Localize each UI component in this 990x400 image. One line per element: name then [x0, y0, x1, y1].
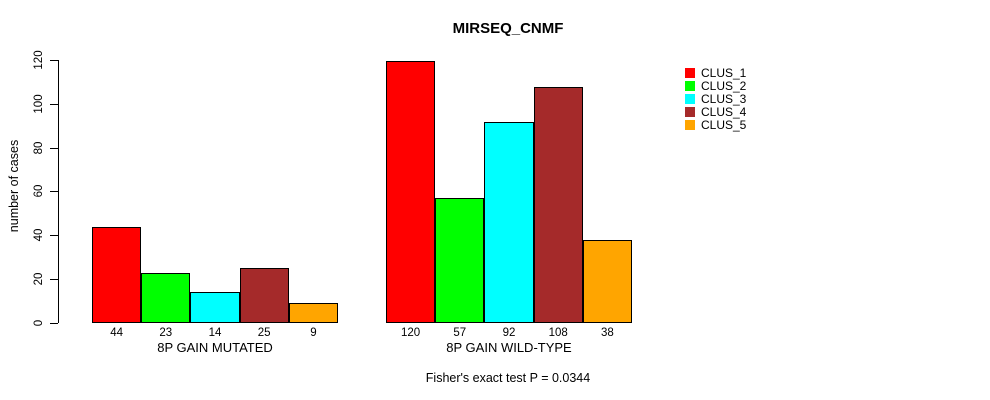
bar-value-label: 120 — [401, 327, 421, 339]
bar-clus_4 — [533, 86, 583, 323]
group-label: 8P GAIN WILD-TYPE — [446, 340, 572, 355]
legend-label: CLUS_5 — [701, 118, 747, 132]
bar-clus_4 — [239, 268, 289, 323]
bar-value-label: 25 — [257, 327, 271, 339]
y-axis-tick — [50, 322, 58, 324]
y-axis-tick-label: 120 — [33, 50, 45, 70]
y-axis-tick — [50, 235, 58, 236]
y-axis-tick — [50, 278, 58, 280]
y-axis-tick — [50, 147, 58, 149]
y-axis-tick — [50, 103, 58, 105]
y-axis-tick — [50, 60, 58, 61]
bar-value-label: 44 — [110, 327, 123, 339]
bar-clus_2 — [141, 272, 191, 323]
legend-item: CLUS_1 — [685, 66, 747, 80]
legend-item: CLUS_5 — [685, 118, 747, 132]
bar-value-label: 9 — [310, 327, 317, 339]
legend-swatch — [685, 94, 695, 104]
legend-label: CLUS_1 — [701, 66, 747, 80]
legend-item: CLUS_3 — [685, 92, 747, 106]
y-axis-line — [58, 60, 59, 323]
bar-value-label: 38 — [600, 327, 614, 339]
y-axis-tick-label: 100 — [33, 94, 45, 114]
bar-clus_1 — [386, 60, 436, 323]
y-axis-tick-label: 40 — [33, 228, 45, 242]
y-axis-tick-label: 0 — [33, 319, 45, 326]
y-axis-tick-label: 20 — [33, 272, 45, 286]
bar-value-label: 14 — [208, 327, 222, 339]
bar-clus_3 — [190, 292, 240, 323]
legend-swatch — [685, 68, 695, 78]
bar-value-label: 92 — [502, 327, 516, 339]
legend-item: CLUS_2 — [685, 79, 747, 93]
y-axis-tick-label: 60 — [33, 184, 45, 198]
bar-value-label: 57 — [453, 327, 467, 339]
legend-swatch — [685, 120, 695, 130]
y-axis-label: number of cases — [7, 139, 21, 233]
y-axis-tick-label: 80 — [33, 141, 45, 154]
footnote: Fisher's exact test P = 0.0344 — [425, 371, 591, 385]
legend-label: CLUS_2 — [701, 79, 747, 93]
legend-label: CLUS_3 — [701, 92, 747, 106]
y-axis-tick — [50, 191, 58, 193]
legend-label: CLUS_4 — [701, 105, 747, 119]
bar-value-label: 108 — [548, 327, 568, 339]
legend-swatch — [685, 81, 695, 91]
group-label: 8P GAIN MUTATED — [157, 340, 273, 355]
legend-swatch — [685, 107, 695, 117]
bar-clus_1 — [92, 226, 142, 323]
bar-value-label: 23 — [159, 327, 173, 339]
bar-clus_3 — [484, 121, 534, 323]
bar-clus_5 — [582, 239, 632, 323]
legend-item: CLUS_4 — [685, 105, 747, 119]
bar-clus_2 — [435, 198, 485, 323]
chart-title: MIRSEQ_CNMF — [452, 20, 564, 37]
bar-clus_5 — [288, 303, 338, 323]
